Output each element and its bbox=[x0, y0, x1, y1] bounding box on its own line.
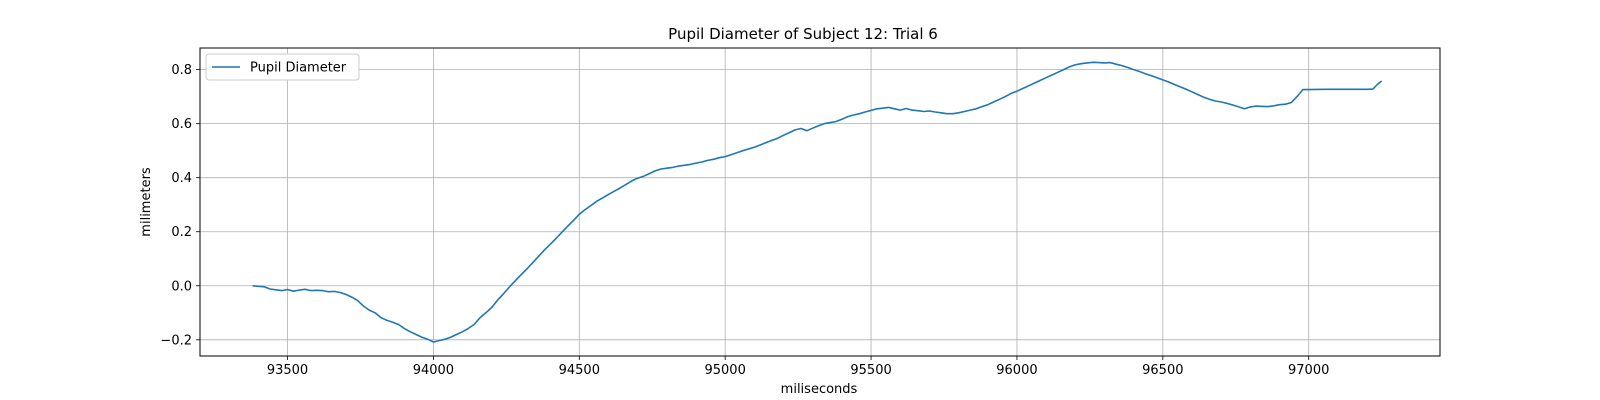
y-tick-label: 0.2 bbox=[171, 225, 192, 240]
x-axis-ticks: 93500 94000 94500 95000 95500 96000 96500 97000 bbox=[267, 356, 1329, 378]
x-tick-label: 96000 bbox=[996, 363, 1037, 378]
x-tick-label: 94000 bbox=[413, 363, 454, 378]
legend-label: Pupil Diameter bbox=[250, 61, 347, 76]
chart-title: Pupil Diameter of Subject 12: Trial 6 bbox=[668, 25, 938, 43]
x-tick-label: 93500 bbox=[267, 363, 308, 378]
y-tick-label: 0.0 bbox=[171, 279, 192, 294]
plot-area-frame bbox=[199, 47, 1441, 357]
x-tick-label: 95500 bbox=[850, 363, 891, 378]
y-tick-label: −0.2 bbox=[160, 333, 192, 348]
y-tick-label: 0.8 bbox=[171, 63, 192, 78]
y-tick-label: 0.6 bbox=[171, 117, 192, 132]
x-tick-label: 96500 bbox=[1142, 363, 1183, 378]
y-tick-label: 0.4 bbox=[171, 171, 192, 186]
legend-box bbox=[205, 53, 360, 81]
x-tick-label: 97000 bbox=[1288, 363, 1329, 378]
grid-lines bbox=[200, 48, 1440, 356]
y-axis-label: milimeters bbox=[139, 167, 154, 237]
x-axis-label: miliseconds bbox=[781, 382, 858, 397]
x-tick-label: 94500 bbox=[559, 363, 600, 378]
x-tick-label: 95000 bbox=[704, 363, 745, 378]
legend: Pupil Diameter bbox=[205, 53, 360, 81]
y-axis-ticks: −0.2 0.0 0.2 0.4 0.6 0.8 bbox=[160, 63, 200, 348]
pupil-diameter-line bbox=[252, 61, 1383, 343]
